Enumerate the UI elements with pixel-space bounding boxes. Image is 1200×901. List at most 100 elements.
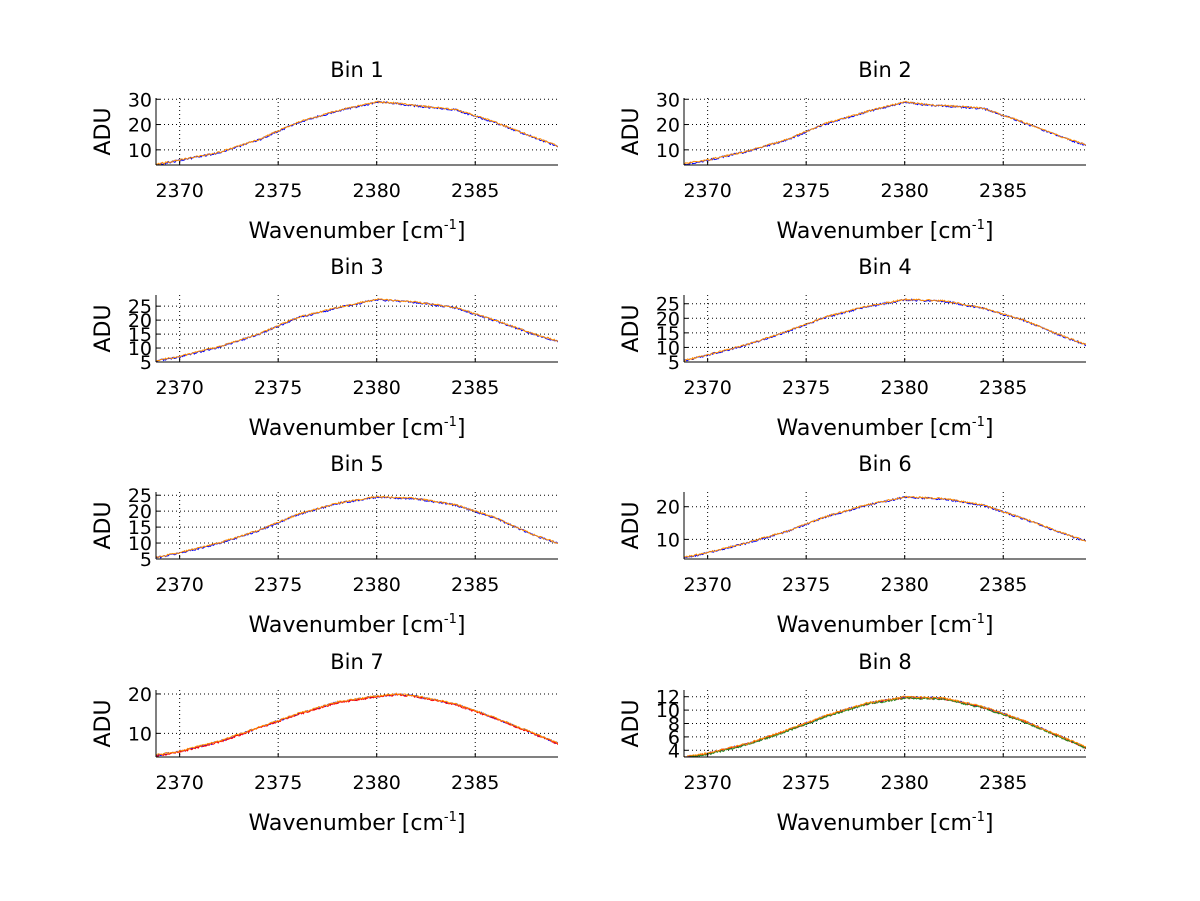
- x-tick-label: 2385: [979, 377, 1027, 399]
- x-tick-label: 2385: [979, 180, 1027, 202]
- x-tick-label: 2385: [979, 574, 1027, 596]
- x-tick-label: 2375: [782, 772, 830, 794]
- x-axis-label-exponent: -1: [972, 612, 985, 627]
- y-tick-label: 5: [140, 352, 152, 374]
- x-axis-label: Wavenumber [cm-1]: [777, 415, 994, 441]
- subplot-bin-7: 2370 2375 2380 2385 10 20 Bin 7 Wavenumber [cm-…: [91, 650, 558, 836]
- y-tick-label: 15: [128, 324, 152, 346]
- x-axis-label-bracket: ]: [457, 613, 466, 638]
- y-tick-label: 25: [656, 294, 680, 316]
- subplot-bin-6: 2370 2375 2380 2385 10 20 Bin 6 Wavenumber [cm-…: [619, 452, 1086, 638]
- x-axis-label: Wavenumber [cm-1]: [249, 415, 466, 441]
- y-tick-label: 5: [140, 549, 152, 571]
- x-tick-label: 2375: [254, 772, 302, 794]
- y-tick-label: 20: [656, 497, 680, 519]
- x-axis-label-text: Wavenumber [cm: [777, 219, 972, 244]
- x-axis-label-text: Wavenumber [cm: [249, 613, 444, 638]
- y-tick-label: 10: [656, 529, 680, 551]
- spectrum-series-1: [684, 695, 1086, 757]
- x-axis-label-bracket: ]: [457, 416, 466, 441]
- y-tick-label: 30: [656, 89, 680, 111]
- x-axis-label-exponent: -1: [444, 415, 457, 430]
- x-tick-label: 2380: [881, 574, 929, 596]
- subplot-title: Bin 1: [330, 58, 384, 82]
- spectrum-series-1: [684, 101, 1086, 165]
- x-tick-label: 2375: [782, 574, 830, 596]
- y-tick-label: 6: [668, 727, 680, 749]
- x-tick-label: 2375: [254, 377, 302, 399]
- y-tick-label: 10: [128, 140, 152, 162]
- y-tick-label: 25: [128, 296, 152, 318]
- x-axis-label-exponent: -1: [444, 810, 457, 825]
- subplot-title: Bin 5: [330, 452, 384, 476]
- x-axis-label-exponent: -1: [972, 218, 985, 233]
- spectrum-series-2: [684, 100, 1086, 165]
- y-axis-label: ADU: [91, 699, 116, 747]
- y-tick-label: 10: [128, 723, 152, 745]
- subplot-title: Bin 8: [858, 650, 912, 674]
- x-tick-label: 2370: [683, 574, 731, 596]
- x-axis-label-bracket: ]: [985, 613, 994, 638]
- x-axis-label-bracket: ]: [457, 811, 466, 836]
- y-tick-label: 4: [668, 740, 680, 762]
- x-axis-label: Wavenumber [cm-1]: [777, 218, 994, 244]
- x-tick-label: 2380: [353, 377, 401, 399]
- y-axis-label: ADU: [619, 501, 644, 549]
- y-axis-label: ADU: [619, 699, 644, 747]
- spectrum-series-1: [684, 496, 1086, 559]
- y-tick-label: 20: [128, 501, 152, 523]
- subplot-title: Bin 4: [858, 255, 912, 279]
- x-tick-label: 2380: [881, 377, 929, 399]
- x-tick-label: 2375: [254, 180, 302, 202]
- x-axis-label: Wavenumber [cm-1]: [777, 612, 994, 638]
- subplot-title: Bin 3: [330, 255, 384, 279]
- x-tick-label: 2385: [451, 574, 499, 596]
- spectrum-series-1: [684, 298, 1086, 362]
- subplot-title: Bin 2: [858, 58, 912, 82]
- x-axis-label-bracket: ]: [985, 219, 994, 244]
- spectrum-series-2: [156, 100, 558, 165]
- x-axis-label-exponent: -1: [972, 810, 985, 825]
- x-axis-label-exponent: -1: [444, 218, 457, 233]
- x-axis-label: Wavenumber [cm-1]: [249, 218, 466, 244]
- spectrum-series-2: [156, 693, 558, 757]
- x-tick-label: 2380: [881, 180, 929, 202]
- x-tick-label: 2385: [451, 180, 499, 202]
- spectrum-series-4: [684, 695, 1086, 757]
- y-tick-label: 10: [656, 337, 680, 359]
- x-axis-label-text: Wavenumber [cm: [777, 613, 972, 638]
- spectrum-series-2: [156, 298, 558, 362]
- spectrum-series-2: [684, 297, 1086, 362]
- x-axis-label-bracket: ]: [457, 219, 466, 244]
- x-tick-label: 2370: [155, 772, 203, 794]
- x-axis-label-exponent: -1: [444, 612, 457, 627]
- x-tick-label: 2370: [155, 574, 203, 596]
- spectrum-series-1: [156, 298, 558, 362]
- y-tick-label: 20: [128, 310, 152, 332]
- y-axis-label: ADU: [619, 107, 644, 155]
- x-axis-label-text: Wavenumber [cm: [249, 811, 444, 836]
- y-tick-label: 10: [128, 533, 152, 555]
- x-axis-label-bracket: ]: [985, 811, 994, 836]
- y-axis-label: ADU: [91, 501, 116, 549]
- x-tick-label: 2370: [155, 377, 203, 399]
- spectrum-series-3: [156, 692, 558, 756]
- y-tick-label: 20: [656, 115, 680, 137]
- x-tick-label: 2370: [683, 180, 731, 202]
- x-tick-label: 2375: [254, 574, 302, 596]
- y-tick-label: 8: [668, 714, 680, 736]
- y-tick-label: 25: [128, 485, 152, 507]
- x-axis-label: Wavenumber [cm-1]: [249, 810, 466, 836]
- x-tick-label: 2380: [353, 180, 401, 202]
- x-tick-label: 2380: [881, 772, 929, 794]
- x-axis-label-text: Wavenumber [cm: [249, 219, 444, 244]
- x-axis-label-bracket: ]: [985, 416, 994, 441]
- y-tick-label: 15: [128, 517, 152, 539]
- spectrum-series-1: [156, 693, 558, 757]
- spectrum-series-1: [156, 100, 558, 165]
- x-tick-label: 2370: [683, 772, 731, 794]
